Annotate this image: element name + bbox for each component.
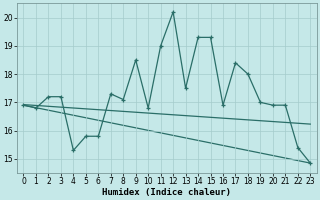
X-axis label: Humidex (Indice chaleur): Humidex (Indice chaleur): [102, 188, 231, 197]
